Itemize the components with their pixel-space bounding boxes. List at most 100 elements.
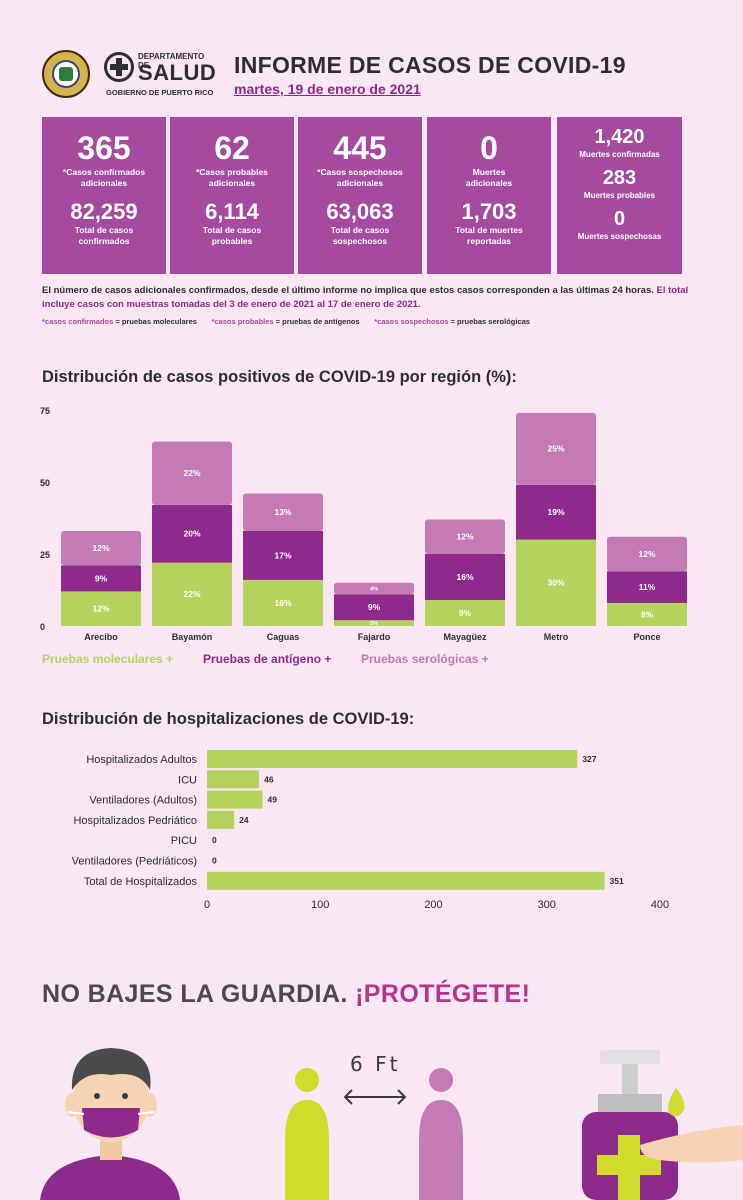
stat-value: 0	[480, 130, 498, 166]
category-label: Arecibo	[84, 632, 118, 642]
legend-serologic-label: Pruebas serológicas +	[361, 652, 489, 666]
stat-total: 63,063	[326, 199, 394, 224]
hosp-value-label: 49	[267, 795, 277, 805]
hosp-chart-title: Distribución de hospitalizaciones de COV…	[42, 710, 415, 728]
hosp-category-label: Hospitalizados Adultos	[86, 754, 197, 766]
hosp-bar	[207, 750, 578, 768]
report-date: martes, 19 de enero de 2021	[234, 81, 421, 97]
def-suspected-text: = pruebas serológicas	[450, 317, 530, 326]
x-tick-label: 200	[424, 899, 442, 911]
stat-total-label: probables	[211, 236, 253, 246]
hosp-bar	[207, 790, 263, 809]
x-tick-label: 100	[311, 899, 329, 911]
note-highlight: El total incluye casos con muestras toma…	[42, 285, 689, 310]
hosp-value-label: 0	[212, 856, 217, 866]
category-label: Fajardo	[358, 632, 391, 642]
definitions-note: *casos confirmados = pruebas moleculares…	[42, 317, 530, 326]
puerto-rico-seal-logo	[42, 50, 90, 98]
y-tick-label: 50	[40, 478, 50, 488]
stat-value: 365	[77, 130, 131, 166]
bar-segment	[425, 600, 505, 626]
stat-total-label: Total de muertes	[455, 225, 523, 235]
hosp-category-label: Ventiladores (Adultos)	[89, 795, 197, 807]
hosp-bar	[207, 871, 605, 890]
bar-segment	[243, 493, 323, 531]
hosp-value-label: 327	[582, 754, 596, 764]
bar-segment	[425, 554, 505, 601]
bar-data-label: 12%	[638, 549, 655, 559]
bar-segment	[334, 620, 414, 626]
bar-segment	[607, 536, 687, 572]
bar-segment	[152, 441, 232, 506]
region-chart-title: Distribución de casos positivos de COVID…	[42, 368, 517, 386]
stat-total-label: sospechosos	[332, 236, 388, 246]
bar-segment	[334, 594, 414, 621]
government-label: GOBIERNO DE PUERTO RICO	[106, 88, 214, 97]
masked-person-illustration	[40, 1048, 180, 1200]
category-label: Ponce	[633, 632, 660, 642]
def-confirmed-term: *casos confirmados	[42, 317, 114, 326]
bar-segment	[334, 582, 414, 595]
hosp-category-label: Ventiladores (Pedriáticos)	[72, 856, 197, 868]
hosp-bar	[207, 770, 260, 789]
hosp-category-label: ICU	[178, 774, 197, 786]
category-label: Caguas	[267, 632, 300, 642]
stat-value: 62	[214, 130, 250, 166]
bar-segment	[61, 591, 141, 626]
stat-value: 445	[333, 130, 387, 166]
bar-data-label: 17%	[274, 550, 291, 560]
social-distance-illustration	[285, 1068, 463, 1200]
bar-data-label: 13%	[274, 507, 291, 517]
bar-segment	[61, 565, 141, 592]
stat-label: *Casos sospechosos	[317, 167, 403, 177]
hosp-bar	[207, 810, 235, 829]
distance-label: 6 Ft	[350, 1052, 401, 1076]
stat-total-label: reportadas	[467, 236, 511, 246]
bar-segment	[425, 519, 505, 554]
hand-sanitizer-illustration	[582, 1050, 743, 1200]
bar-data-label: 11%	[639, 582, 656, 592]
hosp-value-label: 24	[239, 815, 249, 825]
stat-total-label: Total de casos	[202, 225, 262, 235]
bar-data-label: 12%	[456, 532, 473, 542]
stat-label: Muertes	[472, 167, 506, 177]
bar-segment	[516, 412, 596, 485]
def-confirmed-text: = pruebas moleculares	[115, 317, 197, 326]
bar-data-label: 22%	[183, 589, 200, 599]
bar-data-label: 25%	[547, 444, 564, 454]
legend-molecular: Pruebas moleculares +	[42, 652, 173, 666]
bar-segment	[243, 530, 323, 580]
bar-data-label: 30%	[547, 578, 564, 588]
bar-segment	[243, 579, 323, 626]
hospitalization-bar-chart: Hospitalizados Adultos 327 ICU 46 Ventilador…	[72, 750, 669, 911]
bar-segment	[61, 530, 141, 566]
deaths-probable-value: 283	[602, 167, 637, 189]
note-text: El número de casos adicionales confirmad…	[42, 285, 654, 296]
stat-label: *Casos confirmados	[62, 167, 146, 177]
x-tick-label: 400	[651, 899, 669, 911]
stat-total-label: Total de casos	[330, 225, 390, 235]
bar-data-label: 9%	[95, 573, 108, 583]
legend-antigen: Pruebas de antígeno +	[203, 652, 331, 666]
medical-cross-icon	[104, 52, 134, 82]
y-tick-label: 75	[40, 406, 50, 416]
def-probable-text: = pruebas de antígenos	[275, 317, 360, 326]
y-tick-label: 25	[40, 550, 50, 560]
hosp-category-label: Hospitalizados Pedriático	[73, 815, 197, 827]
bar-data-label: 9%	[459, 608, 472, 618]
def-suspected-term: *casos sospechosos	[374, 317, 449, 326]
hosp-category-label: PICU	[171, 835, 197, 847]
bar-data-label: 2%	[370, 621, 378, 627]
bar-data-label: 22%	[183, 468, 200, 478]
deaths-suspected-label: Muertes sospechosas	[577, 232, 662, 241]
stat-total-label: confirmados	[78, 236, 130, 246]
bar-data-label: 12%	[92, 543, 109, 553]
dept-small-label: DEPARTAMENTO DE	[138, 52, 205, 70]
bar-data-label: 8%	[641, 609, 654, 619]
bar-data-label: 12%	[92, 604, 109, 614]
stat-label: adicionales	[208, 178, 256, 188]
stat-label: adicionales	[465, 178, 513, 188]
bar-data-label: 19%	[547, 507, 564, 517]
stat-box-suspected: 445 *Casos sospechosos adicionales 63,06…	[298, 117, 422, 274]
stat-label: adicionales	[80, 178, 128, 188]
